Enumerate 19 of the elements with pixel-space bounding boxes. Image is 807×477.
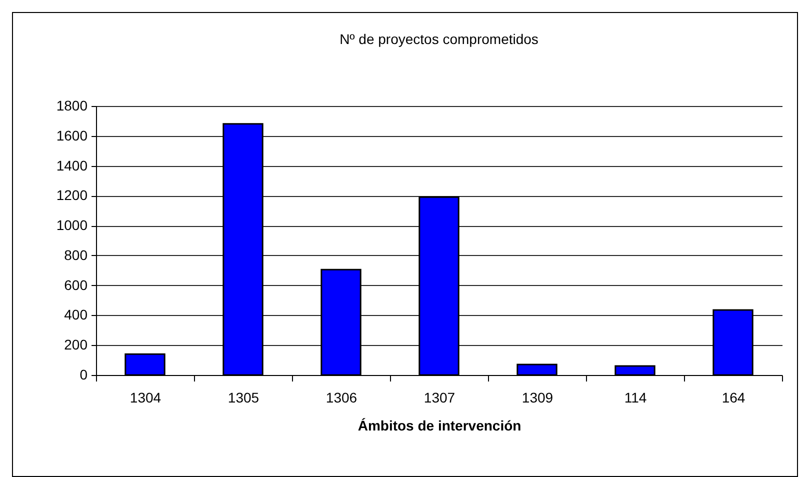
y-tick-label: 0 <box>80 366 88 382</box>
y-tick-label: 1000 <box>56 217 88 234</box>
x-tick-label: 164 <box>722 390 746 406</box>
y-tick-label: 1600 <box>56 127 88 144</box>
x-tick-label: 1309 <box>522 390 554 406</box>
y-tick-label: 1800 <box>56 98 88 114</box>
x-tick-label: 1306 <box>326 390 358 406</box>
x-tick-label: 1307 <box>424 390 456 406</box>
y-tick-label: 1200 <box>56 187 88 204</box>
x-axis-title: Ámbitos de intervención <box>358 418 522 434</box>
y-tick-label: 600 <box>64 276 88 293</box>
chart-title: Nº de proyectos comprometidos <box>340 31 538 47</box>
x-tick-label: 1304 <box>130 390 162 406</box>
y-tick-label: 1400 <box>56 157 88 174</box>
x-tick-label: 114 <box>624 390 647 406</box>
y-tick-label: 200 <box>64 336 88 353</box>
x-tick-label: 1305 <box>228 390 260 406</box>
y-tick-label: 800 <box>64 246 88 263</box>
y-tick-label: 400 <box>64 306 88 323</box>
